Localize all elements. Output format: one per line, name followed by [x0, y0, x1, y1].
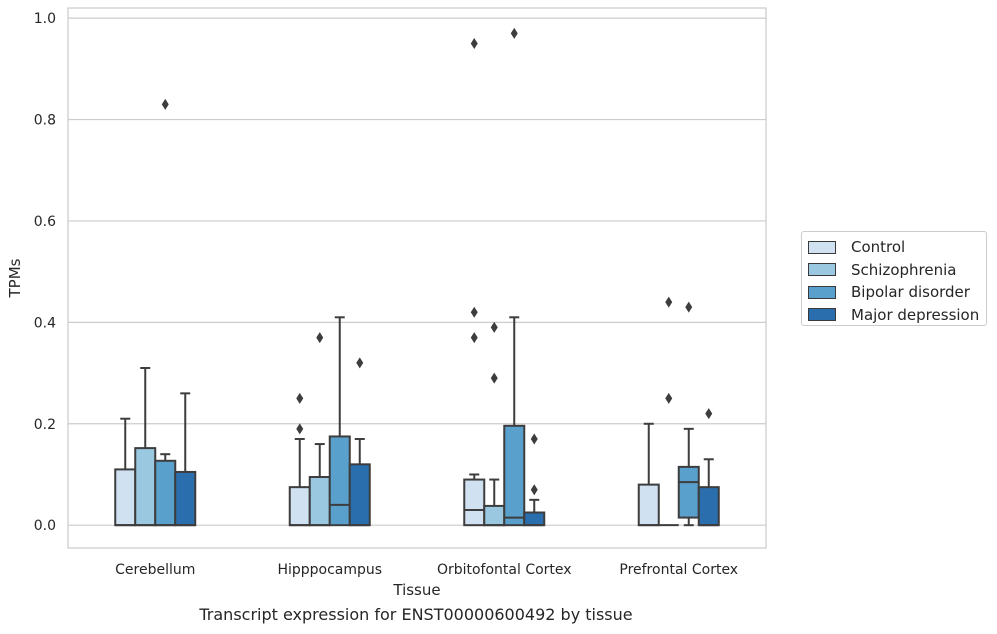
box-major-depression-prefrontal-cortex	[697, 408, 720, 527]
legend-item-major-depression: Major depression	[808, 304, 986, 327]
legend-item-bipolar-disorder: Bipolar disorder	[808, 281, 986, 304]
box-body	[308, 476, 331, 527]
box-body	[348, 463, 371, 527]
legend-label-major-depression: Major depression	[851, 305, 980, 324]
box-body	[154, 459, 177, 527]
box-schizophrenia-cerebellum	[134, 367, 157, 527]
box-body	[503, 424, 526, 527]
legend-label-control: Control	[851, 238, 906, 257]
box-body	[114, 468, 137, 527]
outlier-point	[685, 301, 693, 313]
x-tick-label-cerebellum: Cerebellum	[115, 562, 195, 578]
y-tick-label: 0.0	[34, 518, 56, 534]
box-body	[697, 486, 720, 527]
y-axis-ticks: 0.0 0.2 0.4 0.6 0.8 1.0	[34, 11, 56, 534]
box-body	[134, 447, 157, 527]
legend: Control Schizophrenia Bipolar disorder M…	[801, 231, 987, 326]
outlier-point	[490, 372, 498, 384]
box-control-cerebellum	[114, 417, 137, 527]
box-major-depression-cerebellum	[174, 392, 197, 527]
box-major-depression-orbitofontal-cortex	[523, 433, 546, 527]
grid-lines	[68, 17, 766, 526]
outlier-point	[470, 332, 478, 344]
y-tick-label: 0.2	[34, 417, 56, 433]
x-tick-label-orbitofontal-cortex: Orbitofontal Cortex	[437, 562, 572, 578]
box-series	[114, 27, 720, 527]
legend-swatch-bipolar-disorder	[808, 285, 836, 299]
box-body	[288, 486, 311, 527]
box-control-hipppocampus	[288, 392, 311, 527]
outlier-point	[705, 408, 713, 420]
y-tick-label: 0.6	[34, 214, 56, 230]
box-body	[328, 435, 351, 527]
plot-frame	[67, 7, 767, 549]
box-body	[174, 470, 197, 527]
outlier-point	[490, 321, 498, 333]
x-tick-label-prefrontal-cortex: Prefrontal Cortex	[619, 562, 738, 578]
legend-label-schizophrenia: Schizophrenia	[851, 260, 957, 279]
outlier-point	[316, 332, 324, 344]
box-control-prefrontal-cortex	[637, 422, 660, 527]
outlier-point	[356, 357, 364, 369]
outlier-point	[161, 98, 169, 110]
box-bipolar-disorder-orbitofontal-cortex	[503, 27, 526, 527]
outlier-point	[665, 392, 673, 404]
box-control-orbitofontal-cortex	[463, 37, 486, 527]
box-body	[523, 511, 546, 527]
box-body	[483, 504, 506, 527]
x-tick-label-hipppocampus: Hipppocampus	[277, 562, 382, 578]
legend-swatch-schizophrenia	[808, 263, 836, 277]
outlier-point	[510, 27, 518, 39]
legend-label-bipolar-disorder: Bipolar disorder	[851, 283, 970, 302]
box-bipolar-disorder-prefrontal-cortex	[677, 301, 700, 527]
y-axis-label: TPMs	[6, 258, 24, 298]
box-body	[677, 465, 700, 519]
outlier-point	[530, 484, 538, 496]
box-body	[637, 483, 660, 527]
x-axis-label: Tissue	[392, 581, 440, 599]
y-tick-label: 0.8	[34, 113, 56, 129]
box-bipolar-disorder-hipppocampus	[328, 316, 351, 527]
x-axis-ticks: Cerebellum Hipppocampus Orbitofontal Corte…	[115, 562, 738, 578]
box-schizophrenia-hipppocampus	[308, 332, 331, 527]
outlier-point	[470, 37, 478, 49]
legend-swatch-major-depression	[808, 308, 836, 322]
legend-item-control: Control	[808, 236, 986, 259]
y-tick-label: 1.0	[34, 11, 56, 27]
outlier-point	[470, 306, 478, 318]
box-schizophrenia-prefrontal-cortex	[658, 296, 679, 527]
box-body	[463, 478, 486, 527]
chart-caption: Transcript expression for ENST0000060049…	[199, 605, 633, 624]
y-tick-label: 0.4	[34, 315, 56, 331]
box-major-depression-hipppocampus	[348, 357, 371, 527]
legend-swatch-control	[808, 240, 836, 254]
outlier-point	[665, 296, 673, 308]
outlier-point	[296, 392, 304, 404]
legend-item-schizophrenia: Schizophrenia	[808, 259, 986, 282]
box-bipolar-disorder-cerebellum	[154, 98, 177, 527]
outlier-point	[530, 433, 538, 445]
outlier-point	[296, 423, 304, 435]
